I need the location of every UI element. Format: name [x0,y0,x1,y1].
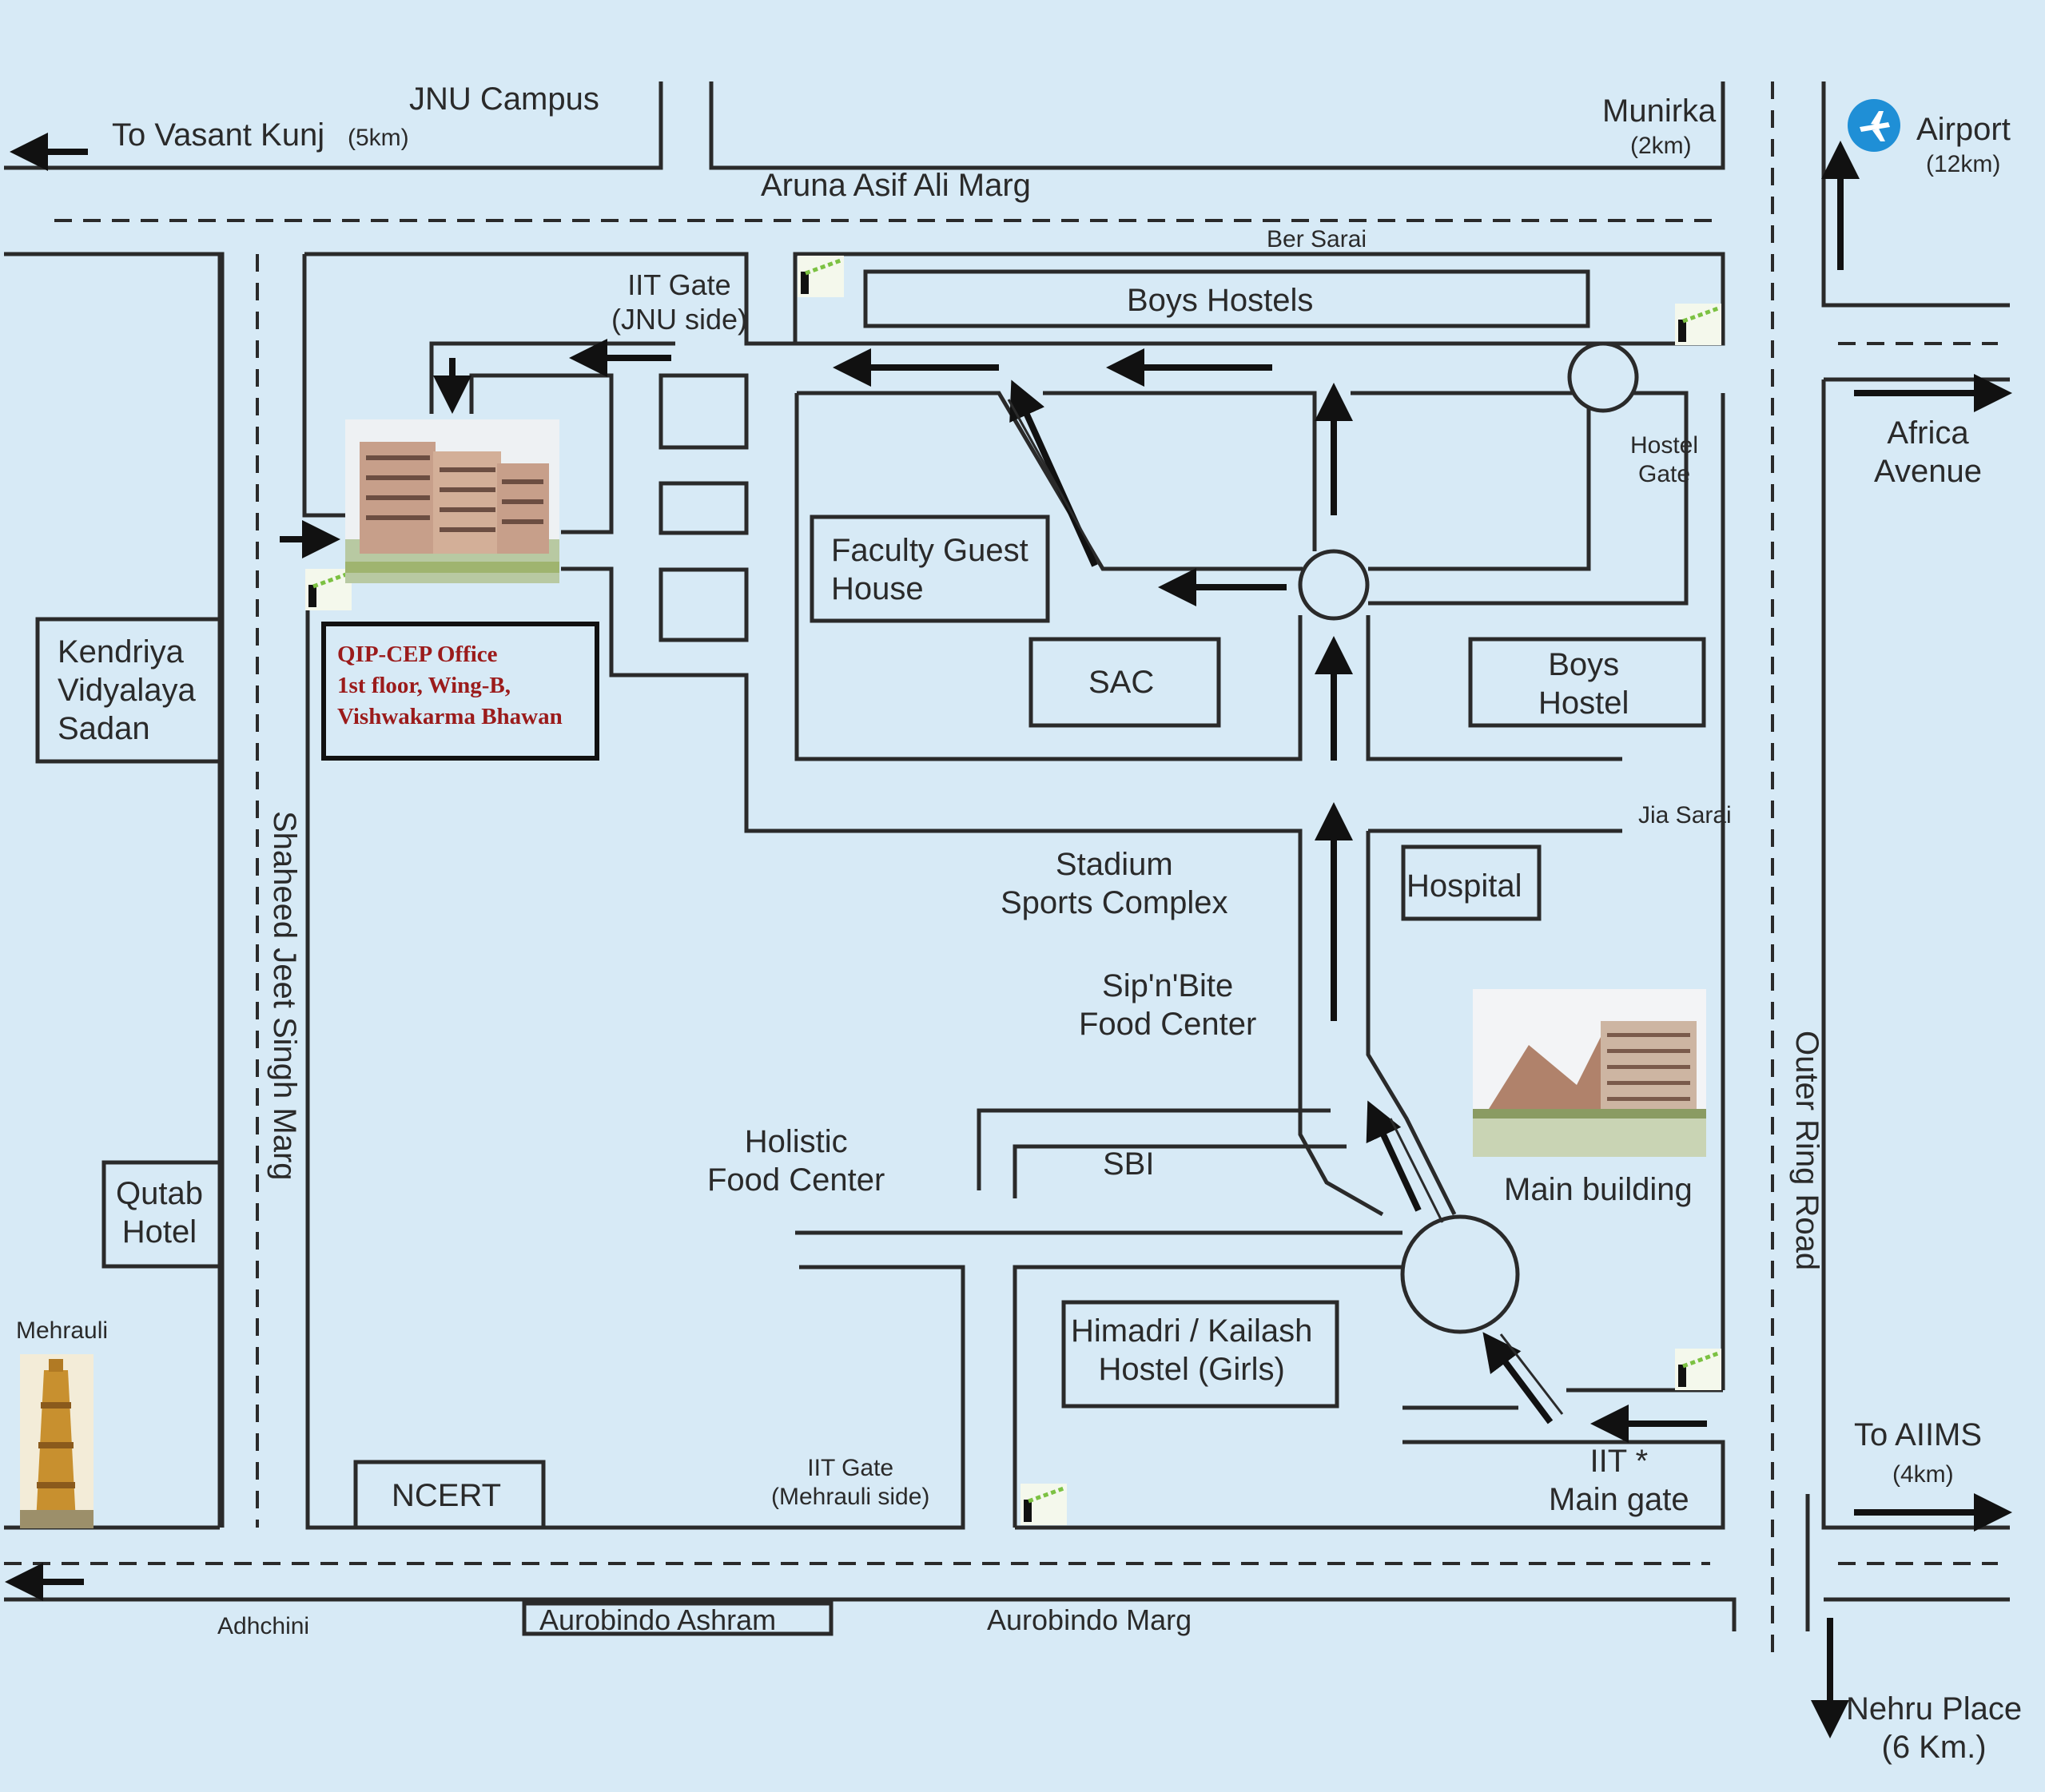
roundabout-hostel-gate [1567,341,1639,413]
label-outer-ring-road: Outer Ring Road [1789,1031,1824,1271]
label-iit-gate-mehrauli: IIT Gate (Mehrauli side) [771,1455,930,1510]
gate-barrier-icon [305,569,352,610]
road-vb-loop [469,373,614,534]
box-boys-hostels [863,269,1590,328]
box-small-1 [658,373,749,450]
label-africa-avenue: Africa Avenue [1874,415,1982,489]
arrow-double-lines [1007,399,1564,1415]
road-top-left [4,81,663,170]
road-medians [4,81,1998,1658]
road-sbi [977,1108,1331,1190]
label-aurobindo-ashram: Aurobindo Ashram [539,1603,777,1636]
label-hostel-gate: Hostel Gate [1630,432,1699,487]
label-adhchini: Adhchini [217,1613,310,1639]
box-aurobindo-ashram [522,1601,834,1636]
road-left-edge [305,599,965,1530]
label-sbi: SBI [1103,1146,1155,1182]
box-kendriya [35,617,224,764]
box-ncert [353,1460,546,1530]
label-munirka: Munirka [1602,93,1717,129]
label-sac: SAC [1088,665,1155,700]
gate-barrier-icon [1675,1349,1721,1390]
roundabout-central [1298,549,1370,621]
road-africa-west [1821,379,2010,1530]
road-ber-sarai [304,252,1725,346]
label-to-aiims: To AIIMS [1854,1417,1983,1452]
road-top-lower-2 [302,254,345,518]
road-hostel-gate [1368,391,1689,606]
box-himadri [1061,1300,1339,1409]
box-small-2 [658,481,749,535]
label-to-vasant-kunj: To Vasant Kunj [112,117,325,153]
direction-arrows [5,133,2012,1738]
arrow-icon [1366,1100,1422,1212]
arrow-icon [1009,379,1098,567]
label-jnu-campus: JNU Campus [409,81,599,117]
road-central-left [797,391,1303,571]
road-aurobindo-bottom [4,1597,1737,1631]
road-central-mid [1043,391,1317,551]
office-line-1: QIP-CEP Office [337,642,498,667]
label-mehrauli: Mehrauli [16,1317,109,1344]
box-boys-hostel [1468,637,1706,728]
office-line-2: 1st floor, Wing-B, [337,673,511,699]
label-ber-sarai: Ber Sarai [1267,226,1367,252]
label-shaheed-jeet-singh-marg: Shaheed Jeet Singh Marg [267,811,302,1181]
qip-cep-office-box: QIP-CEP Office 1st floor, Wing-B, Vishwa… [321,622,599,761]
road-jnu-gate-loop [429,341,675,414]
label-boys-hostels: Boys Hostels [1127,283,1314,318]
box-small-3 [658,567,749,642]
road-central-right [1351,391,1591,571]
label-sipnbite-food-center: Sip'n'Bite Food Center [1079,968,1257,1042]
box-qutab [101,1160,224,1269]
building-photo [1473,989,1706,1157]
road-top-middle [709,81,1725,170]
building-boxes [35,269,1706,1636]
building-photo [345,419,559,583]
road-top-lower [4,252,225,1528]
road-hostel-side [1366,615,1622,761]
office-line-3: Vishwakarma Bhawan [337,704,563,730]
label-iit-gate-jnu: IIT Gate (JNU side) [611,268,748,336]
label-airport: Airport [1916,112,2011,147]
box-hospital [1401,844,1542,921]
label-iit-main-gate: IIT * Main gate [1549,1444,1689,1517]
road-gate-lines [1015,1405,1725,1530]
label-hospital: Hospital [1406,868,1522,904]
label-faculty-guest-house: Faculty Guest House [831,533,1028,606]
label-stadium-sports-complex: Stadium Sports Complex [1001,847,1228,920]
road-vb-south [561,566,1384,1217]
label-holistic-food-center: Holistic Food Center [707,1124,885,1198]
label-airport-distance: (12km) [1926,151,2001,177]
label-aurobindo-marg: Aurobindo Marg [987,1603,1192,1636]
label-aruna-asif-ali-marg: Aruna Asif Ali Marg [761,168,1031,203]
roundabout-main [1400,1214,1520,1334]
label-nehru-place: Nehru Place (6 Km.) [1846,1691,2023,1765]
road-central-bottom [794,393,1303,761]
road-main-right [1366,831,1457,1216]
gate-barrier-icon [1675,304,1721,345]
label-vasant-kunj-distance: (5km) [348,125,409,151]
label-qutab-hotel: Qutab Hotel [116,1176,203,1250]
label-boys-hostel: Boys Hostel [1538,647,1629,721]
box-sac [1028,637,1221,728]
label-main-building: Main building [1504,1172,1693,1207]
airport-icon [1848,99,1900,152]
box-faculty-guest-house [810,515,1050,623]
label-munirka-distance: (2km) [1630,133,1692,159]
roundabouts [1298,341,1639,1334]
qutub-minar-icon [20,1354,93,1528]
gate-barrier-icon [798,256,844,297]
arrow-icon [1482,1332,1554,1424]
label-aiims-distance: (4km) [1892,1461,1954,1488]
gate-barrier-icon [1021,1484,1067,1525]
gate-icons [305,256,1721,1525]
road-main-gate [1013,1265,1402,1528]
road-sbi-2 [1013,1144,1347,1198]
label-himadri-kailash-hostel: Himadri / Kailash Hostel (Girls) [1071,1313,1313,1387]
label-jia-sarai: Jia Sarai [1638,802,1732,828]
label-kendriya-vidyalaya-sadan: Kendriya Vidyalaya Sadan [58,634,196,746]
label-ncert: NCERT [392,1478,502,1513]
